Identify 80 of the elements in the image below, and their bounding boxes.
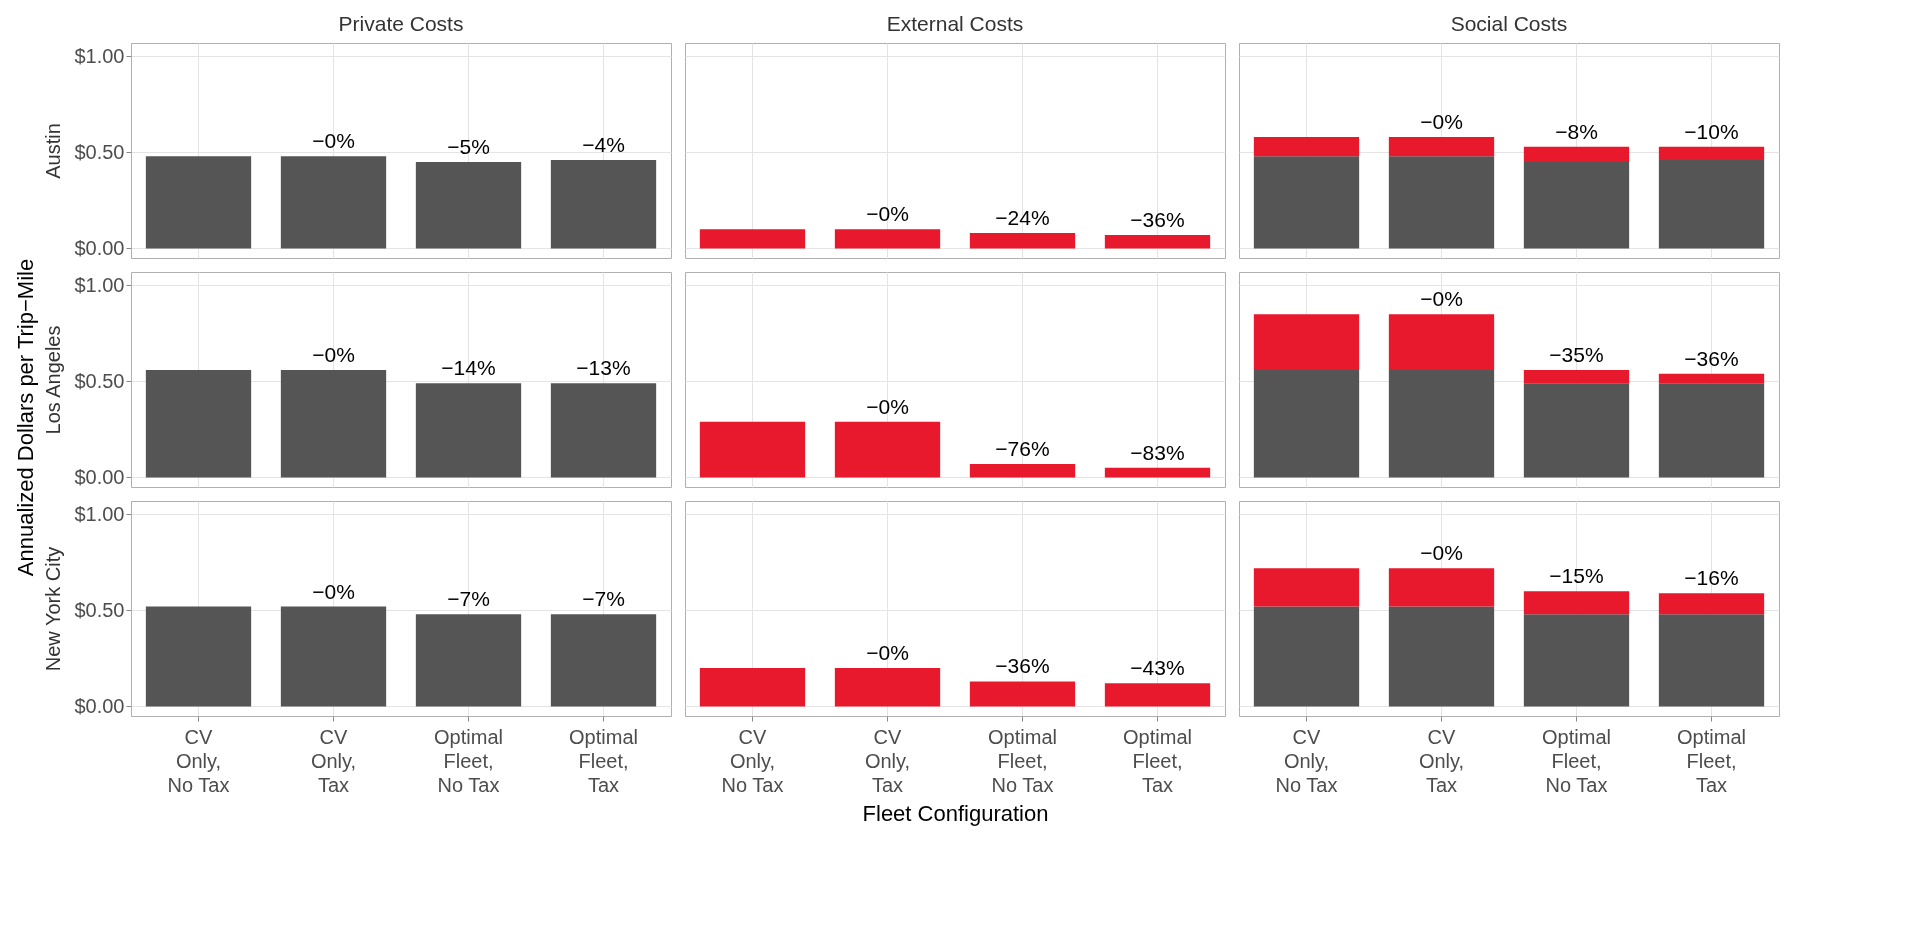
y-tick-label: $0.00 xyxy=(74,465,125,488)
chart-title: Private Costs xyxy=(338,12,464,35)
annotation: −0% xyxy=(866,641,909,665)
annotation: −0% xyxy=(312,342,355,366)
bar xyxy=(1253,314,1360,370)
x-tick-label: CV Only, Tax xyxy=(310,725,357,796)
bar xyxy=(1523,369,1630,384)
x-tick-label: Optimal Fleet, Tax xyxy=(569,725,638,796)
bar xyxy=(1253,568,1360,607)
annotation: −36% xyxy=(1684,346,1739,370)
y-tick-label: $0.00 xyxy=(74,694,125,717)
bar xyxy=(1523,162,1630,249)
chart-title: Social Costs xyxy=(1450,12,1568,35)
x-axis-title: Fleet Configuration xyxy=(862,800,1049,826)
bar xyxy=(1253,606,1360,707)
annotation: −10% xyxy=(1684,119,1739,143)
bar xyxy=(1388,369,1495,478)
annotation: −76% xyxy=(995,436,1050,460)
annotation: −8% xyxy=(1555,119,1598,143)
y-tick-label: $0.00 xyxy=(74,236,125,259)
x-tick-label: Optimal Fleet, Tax xyxy=(1123,725,1192,796)
annotation: −0% xyxy=(312,579,355,603)
bar xyxy=(1658,383,1765,478)
x-tick-label: CV Only, Tax xyxy=(1418,725,1465,796)
bar xyxy=(1523,146,1630,163)
annotation: −0% xyxy=(866,202,909,226)
bar xyxy=(1658,373,1765,384)
x-tick-label: Optimal Fleet, No Tax xyxy=(1542,725,1611,796)
bar xyxy=(1388,606,1495,707)
annotation: −43% xyxy=(1130,656,1185,680)
annotation: −0% xyxy=(312,129,355,153)
annotation: −13% xyxy=(576,356,631,380)
bar xyxy=(1523,591,1630,615)
x-tick-label: CV Only, No Tax xyxy=(721,725,784,796)
annotation: −4% xyxy=(582,133,625,157)
text: Annualized Dollars per Trip−Mile xyxy=(13,258,38,577)
x-tick-label: CV Only, No Tax xyxy=(167,725,230,796)
annotation: −0% xyxy=(1420,541,1463,565)
bar xyxy=(1388,137,1495,157)
annotation: −14% xyxy=(441,356,496,380)
x-tick-label: Optimal Fleet, No Tax xyxy=(988,725,1057,796)
y-tick-label: $1.00 xyxy=(74,273,125,296)
chart-title: External Costs xyxy=(886,12,1024,35)
annotation: −7% xyxy=(582,587,625,611)
bar xyxy=(1253,156,1360,249)
x-tick-label: CV Only, Tax xyxy=(864,725,911,796)
annotation: −16% xyxy=(1684,566,1739,590)
bar xyxy=(1658,160,1765,249)
bar xyxy=(1253,369,1360,478)
annotation: −0% xyxy=(1420,287,1463,311)
annotation: −36% xyxy=(995,654,1050,678)
y-tick-label: $0.50 xyxy=(74,598,125,621)
bar xyxy=(1253,137,1360,157)
bar xyxy=(1388,568,1495,607)
bar xyxy=(1658,614,1765,707)
y-axis-title: Austin xyxy=(42,123,65,179)
y-tick-label: $0.50 xyxy=(74,369,125,392)
x-tick-label: CV Only, No Tax xyxy=(1275,725,1338,796)
y-tick-label: $0.50 xyxy=(74,140,125,163)
y-tick-label: $1.00 xyxy=(74,44,125,67)
y-axis-title: New York City xyxy=(42,546,65,672)
annotation: −5% xyxy=(447,135,490,159)
annotation: −0% xyxy=(1420,110,1463,134)
annotation: −36% xyxy=(1130,207,1185,231)
x-tick-label: Optimal Fleet, Tax xyxy=(1677,725,1746,796)
bar xyxy=(1388,156,1495,249)
bar xyxy=(1388,314,1495,370)
annotation: −35% xyxy=(1549,342,1604,366)
annotation: −83% xyxy=(1130,440,1185,464)
x-tick-label: Optimal Fleet, No Tax xyxy=(434,725,503,796)
bar xyxy=(1523,383,1630,478)
y-tick-label: $1.00 xyxy=(74,502,125,525)
annotation: −24% xyxy=(995,206,1050,230)
bar xyxy=(1658,146,1765,161)
annotation: −15% xyxy=(1549,564,1604,588)
annotation: −7% xyxy=(447,587,490,611)
y-axis-title: Los Angeles xyxy=(42,325,65,435)
bar xyxy=(1523,614,1630,707)
annotation: −0% xyxy=(866,394,909,418)
bar xyxy=(1658,593,1765,615)
